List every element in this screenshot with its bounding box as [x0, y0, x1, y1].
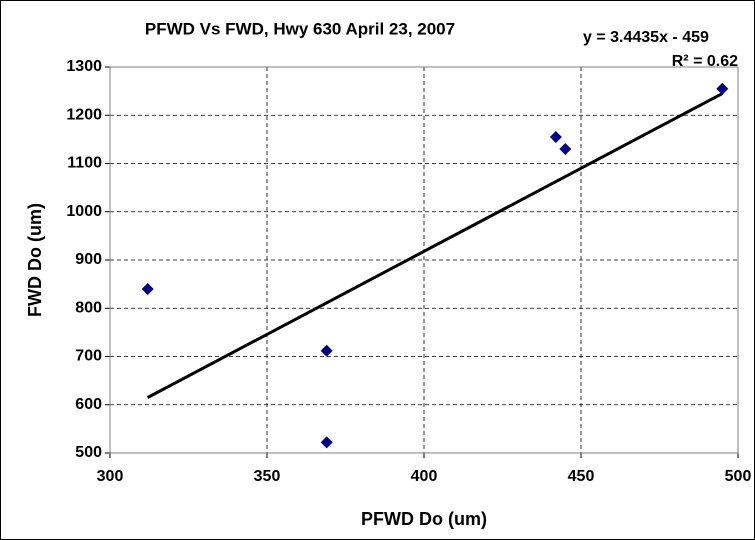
x-tick-label: 450: [568, 468, 595, 485]
y-tick-label: 800: [75, 299, 102, 316]
data-point: [141, 282, 154, 295]
x-axis-title: PFWD Do (um): [361, 509, 487, 529]
equation: y = 3.4435x - 459: [583, 29, 709, 46]
chart-title: PFWD Vs FWD, Hwy 630 April 23, 2007: [145, 19, 455, 38]
data-point: [320, 436, 333, 449]
y-tick-label: 600: [75, 396, 102, 413]
y-axis-title: FWD Do (um): [25, 203, 45, 317]
y-tick-label: 700: [75, 348, 102, 365]
y-tick-label: 1200: [66, 106, 102, 123]
data-point: [320, 344, 333, 357]
r-squared: R² = 0.62: [672, 53, 738, 70]
y-tick-label: 900: [75, 251, 102, 268]
y-tick-label: 500: [75, 444, 102, 461]
x-tick-label: 300: [97, 468, 124, 485]
plot-border: [109, 66, 739, 454]
x-tick-label: 350: [254, 468, 281, 485]
y-tick-label: 1300: [66, 58, 102, 75]
x-tick-label: 500: [725, 468, 752, 485]
data-point: [549, 130, 562, 143]
data-point: [559, 143, 572, 156]
y-tick-label: 1000: [66, 203, 102, 220]
trendline: [146, 92, 724, 399]
data-point: [716, 82, 729, 95]
x-tick-label: 400: [411, 468, 438, 485]
y-tick-label: 1100: [67, 155, 102, 172]
